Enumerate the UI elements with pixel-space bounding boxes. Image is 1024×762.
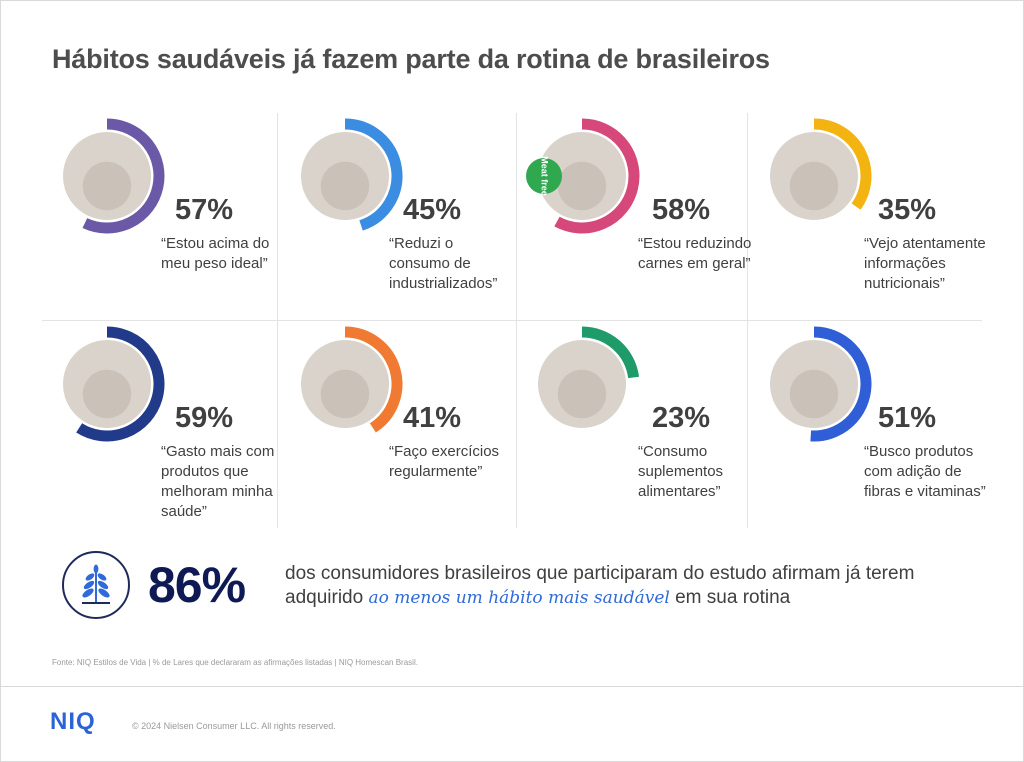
ring-arc xyxy=(82,118,165,234)
stat-quote: “Faço exercícios regularmente” xyxy=(389,443,500,480)
stat-percentage: 41% xyxy=(403,402,462,434)
ring-chart: Meat free xyxy=(526,118,640,234)
ring-arc xyxy=(810,326,872,442)
stat-card: 23% “Consumo suplementos alimentares” xyxy=(520,326,750,526)
ring-arc xyxy=(813,118,872,210)
ring-chart xyxy=(301,118,403,231)
niq-logo: NIQ xyxy=(50,708,96,735)
ring-arc xyxy=(344,326,403,433)
meat-free-badge-text: Meat free xyxy=(540,156,550,196)
summary-percentage: 86% xyxy=(148,557,246,613)
grid-divider xyxy=(747,113,748,528)
stat-quote: “Estou reduzindo carnes em geral” xyxy=(638,235,752,272)
ring-chart xyxy=(770,118,872,220)
ring-chart xyxy=(770,326,872,442)
footer-divider xyxy=(0,686,1024,687)
stat-quote: “Vejo atentamente informações nutriciona… xyxy=(864,235,986,292)
ring-arc xyxy=(581,326,640,379)
stat-quote: “Estou acima do meu peso ideal” xyxy=(161,235,270,272)
plant-icon xyxy=(62,551,130,619)
stat-card: 57% “Estou acima do meu peso ideal” xyxy=(45,118,275,318)
stat-card: 45% “Reduzi o consumo de industrializados… xyxy=(283,118,513,318)
ring-arc xyxy=(554,118,640,234)
summary-text-before: dos consumidores brasileiros que partici… xyxy=(285,563,915,608)
photo-detail xyxy=(789,369,839,419)
stat-card: 35% “Vejo atentamente informações nutrici… xyxy=(752,118,986,318)
stat-quote: “Gasto mais com produtos que melhoram mi… xyxy=(161,443,275,520)
photo-detail xyxy=(82,369,132,419)
stat-percentage: 57% xyxy=(175,194,234,226)
stat-percentage: 58% xyxy=(652,194,711,226)
ring-arc xyxy=(76,326,165,442)
grid-divider xyxy=(42,320,982,321)
copyright: © 2024 Nielsen Consumer LLC. All rights … xyxy=(132,721,336,731)
summary-text: dos consumidores brasileiros que partici… xyxy=(285,562,985,610)
ring-chart xyxy=(538,326,640,428)
grid-divider xyxy=(277,113,278,528)
stat-percentage: 23% xyxy=(652,402,711,434)
ring-chart xyxy=(63,326,165,442)
photo-detail xyxy=(557,161,607,211)
stat-card: 59% “Gasto mais com produtos que melhoram… xyxy=(45,326,275,526)
photo-detail xyxy=(557,369,607,419)
summary-text-after: em sua rotina xyxy=(669,587,791,608)
stat-card: 41% “Faço exercícios regularmente” xyxy=(283,326,513,526)
stat-percentage: 59% xyxy=(175,402,234,434)
stat-card: 51% “Busco produtos com adição de fibras … xyxy=(752,326,986,526)
stat-quote: “Busco produtos com adição de fibras e v… xyxy=(864,443,986,500)
summary-highlight: ao menos um hábito mais saudável xyxy=(368,588,670,608)
photo-detail xyxy=(320,369,370,419)
ring-arc xyxy=(344,118,403,231)
stat-quote: “Reduzi o consumo de industrializados” xyxy=(389,235,498,292)
page-title: Hábitos saudáveis já fazem parte da roti… xyxy=(52,44,770,74)
grid-divider xyxy=(516,113,517,528)
ring-chart xyxy=(301,326,403,433)
ring-chart xyxy=(63,118,165,234)
photo-detail xyxy=(320,161,370,211)
stat-percentage: 35% xyxy=(878,194,937,226)
meat-free-badge xyxy=(526,158,562,194)
photo-detail xyxy=(82,161,132,211)
stat-percentage: 51% xyxy=(878,402,937,434)
photo-detail xyxy=(789,161,839,211)
source-note: Fonte: NIQ Estilos de Vida | % de Lares … xyxy=(52,658,418,667)
stat-quote: “Consumo suplementos alimentares” xyxy=(638,443,724,500)
stat-card: Meat free 58% “Estou reduzindo carnes em g… xyxy=(520,118,751,318)
stat-percentage: 45% xyxy=(403,194,462,226)
